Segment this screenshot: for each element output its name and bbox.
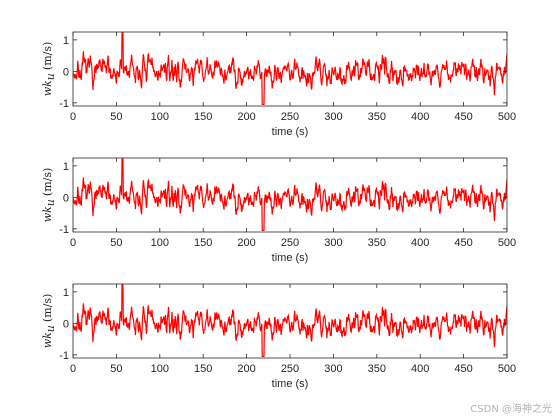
x-tick-label: 450 <box>454 237 472 249</box>
x-tick-label: 150 <box>194 363 212 375</box>
x-tick-label: 0 <box>70 111 76 123</box>
x-tick-label: 250 <box>281 111 299 123</box>
y-tick-label: 0 <box>63 192 69 204</box>
x-tick-label: 400 <box>411 237 429 249</box>
y-tick-label: 1 <box>63 161 69 173</box>
y-tick-label: 1 <box>63 287 69 299</box>
x-tick-label: 300 <box>324 237 342 249</box>
y-axis-label-main: wk <box>41 332 54 348</box>
x-tick-label: 250 <box>281 363 299 375</box>
x-tick-label: 50 <box>110 363 122 375</box>
x-tick-label: 100 <box>151 237 169 249</box>
y-axis-label-main: wk <box>41 206 54 222</box>
x-tick-label: 150 <box>194 111 212 123</box>
x-tick-label: 100 <box>151 363 169 375</box>
x-axis-label: time (s) <box>272 378 309 390</box>
x-tick-label: 450 <box>454 363 472 375</box>
x-tick-label: 400 <box>411 111 429 123</box>
x-tick-label: 350 <box>368 363 386 375</box>
x-tick-label: 350 <box>368 237 386 249</box>
y-axis-label-sub: u <box>44 199 57 206</box>
x-tick-label: 150 <box>194 237 212 249</box>
watermark-text: CSDN @海神之光 <box>470 402 552 415</box>
y-tick-label: -1 <box>59 98 69 110</box>
x-tick-label: 500 <box>498 237 516 249</box>
x-tick-label: 100 <box>151 111 169 123</box>
y-tick-label: 0 <box>63 318 69 330</box>
y-axis-label: wku (m/s) <box>41 168 57 223</box>
x-tick-label: 50 <box>110 237 122 249</box>
y-tick-label: -1 <box>59 224 69 236</box>
x-tick-label: 200 <box>237 111 255 123</box>
y-axis-label-sub: u <box>44 325 57 332</box>
y-axis-label: wku (m/s) <box>41 294 57 349</box>
y-axis-label-main: wk <box>41 80 54 96</box>
x-tick-label: 50 <box>110 111 122 123</box>
x-tick-label: 300 <box>324 111 342 123</box>
x-tick-label: 200 <box>237 363 255 375</box>
series-line-1 <box>73 284 507 358</box>
x-tick-label: 350 <box>368 111 386 123</box>
series-line-1 <box>73 158 507 232</box>
y-axis-label-unit: (m/s) <box>41 294 54 322</box>
y-axis-label: wku (m/s) <box>41 42 57 97</box>
y-axis-label-unit: (m/s) <box>41 42 54 70</box>
x-axis-label: time (s) <box>272 252 309 264</box>
series-line-1 <box>73 32 507 106</box>
x-tick-label: 400 <box>411 363 429 375</box>
y-tick-label: -1 <box>59 350 69 362</box>
x-tick-label: 500 <box>498 111 516 123</box>
y-tick-label: 0 <box>63 66 69 78</box>
x-tick-label: 200 <box>237 237 255 249</box>
y-axis-label-unit: (m/s) <box>41 168 54 196</box>
x-tick-label: 0 <box>70 363 76 375</box>
x-tick-label: 500 <box>498 363 516 375</box>
y-axis-label-sub: u <box>44 73 57 80</box>
x-tick-label: 0 <box>70 237 76 249</box>
x-tick-label: 450 <box>454 111 472 123</box>
x-tick-label: 250 <box>281 237 299 249</box>
y-tick-label: 1 <box>63 35 69 47</box>
x-tick-label: 300 <box>324 363 342 375</box>
x-axis-label: time (s) <box>272 126 309 138</box>
